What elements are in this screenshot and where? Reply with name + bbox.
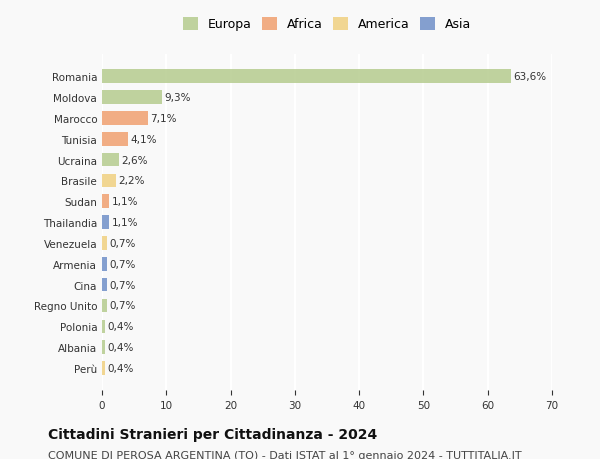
Text: 0,7%: 0,7% — [109, 259, 136, 269]
Legend: Europa, Africa, America, Asia: Europa, Africa, America, Asia — [183, 18, 471, 31]
Text: 9,3%: 9,3% — [164, 93, 191, 103]
Bar — [102, 133, 128, 146]
Bar — [102, 153, 119, 167]
Text: 7,1%: 7,1% — [150, 114, 177, 123]
Bar — [102, 91, 162, 105]
Bar — [102, 195, 109, 208]
Bar — [102, 320, 104, 333]
Bar — [102, 237, 107, 250]
Text: 0,4%: 0,4% — [107, 322, 134, 331]
Bar — [102, 216, 109, 230]
Text: 0,4%: 0,4% — [107, 342, 134, 353]
Bar — [102, 299, 107, 313]
Text: 2,2%: 2,2% — [119, 176, 145, 186]
Bar — [102, 174, 116, 188]
Text: 0,7%: 0,7% — [109, 280, 136, 290]
Text: 1,1%: 1,1% — [112, 197, 138, 207]
Bar — [102, 257, 107, 271]
Text: 1,1%: 1,1% — [112, 218, 138, 228]
Bar — [102, 361, 104, 375]
Text: Cittadini Stranieri per Cittadinanza - 2024: Cittadini Stranieri per Cittadinanza - 2… — [48, 427, 377, 441]
Text: COMUNE DI PEROSA ARGENTINA (TO) - Dati ISTAT al 1° gennaio 2024 - TUTTITALIA.IT: COMUNE DI PEROSA ARGENTINA (TO) - Dati I… — [48, 450, 521, 459]
Text: 2,6%: 2,6% — [121, 155, 148, 165]
Bar — [102, 70, 511, 84]
Bar — [102, 112, 148, 125]
Text: 0,7%: 0,7% — [109, 301, 136, 311]
Text: 0,4%: 0,4% — [107, 363, 134, 373]
Text: 0,7%: 0,7% — [109, 238, 136, 248]
Bar — [102, 278, 107, 292]
Text: 63,6%: 63,6% — [514, 72, 547, 82]
Bar — [102, 341, 104, 354]
Text: 4,1%: 4,1% — [131, 134, 157, 145]
